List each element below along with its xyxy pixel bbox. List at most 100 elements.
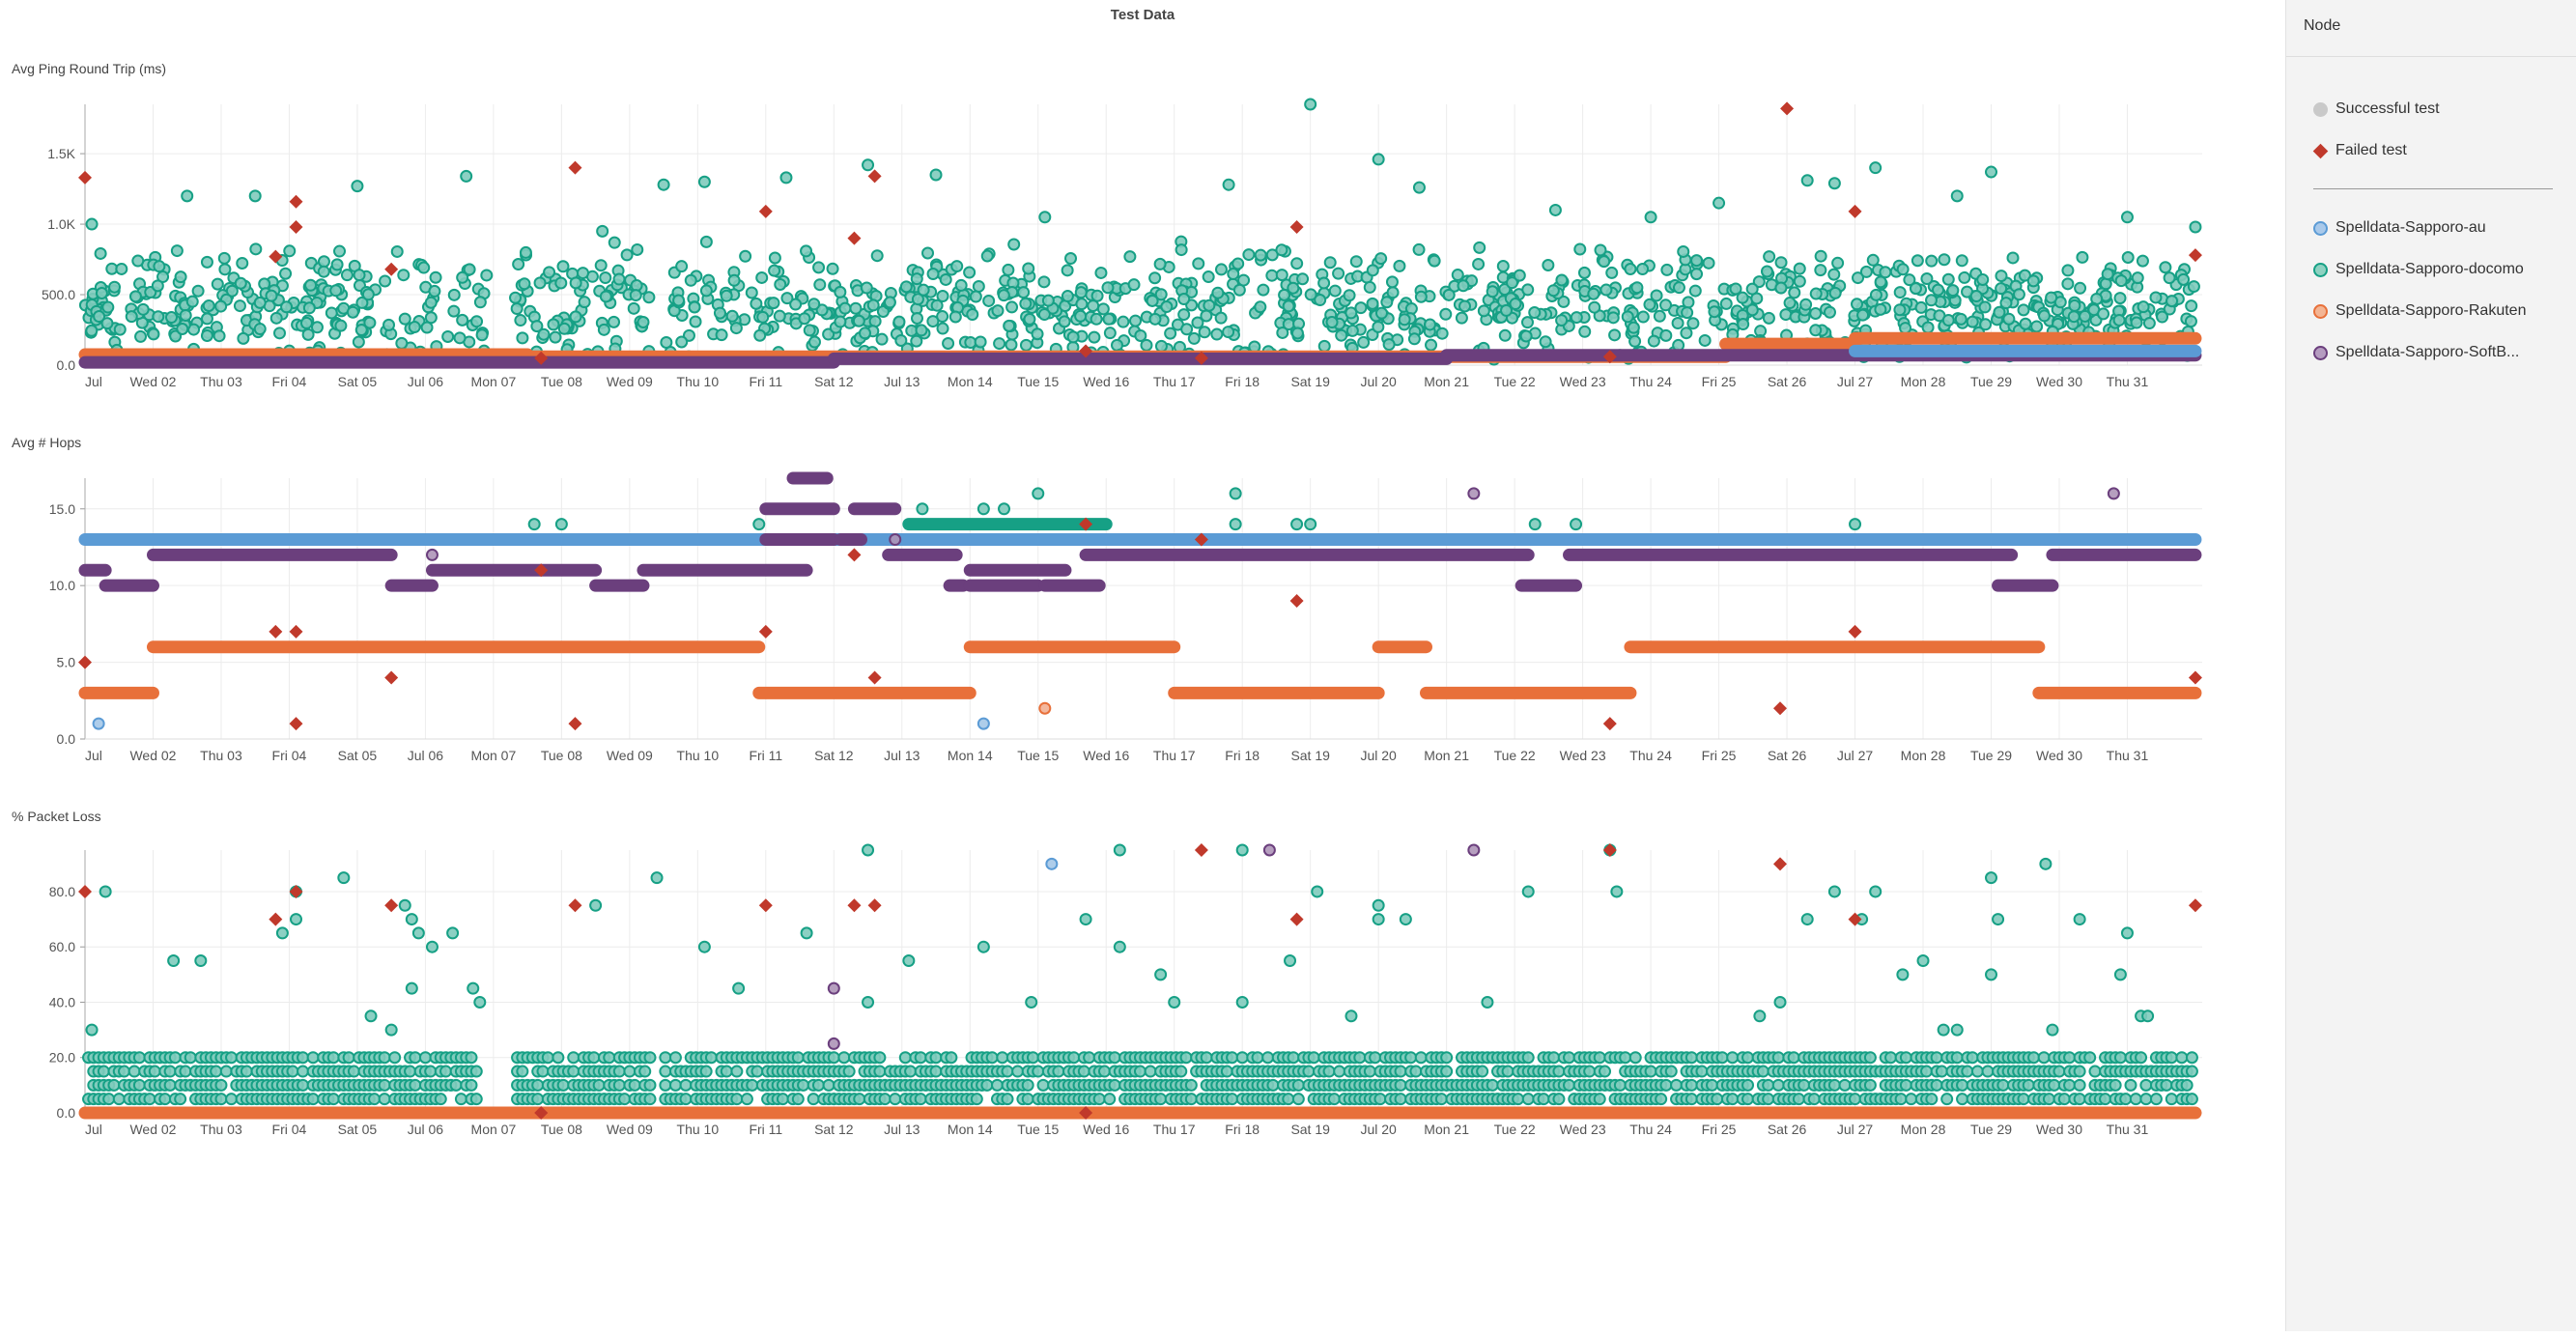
data-point-spelldata-sapporo-docomo — [395, 336, 409, 350]
failed-test-marker — [847, 548, 862, 562]
data-point-spelldata-sapporo-docomo — [317, 255, 330, 269]
data-point-spelldata-sapporo-docomo — [2099, 277, 2112, 291]
data-point-spelldata-sapporo-docomo — [112, 1093, 126, 1106]
data-point-spelldata-sapporo-docomo — [2180, 1078, 2194, 1092]
data-point-spelldata-sapporo-docomo — [1851, 298, 1864, 311]
data-point-spelldata-sapporo-docomo — [1052, 1065, 1065, 1078]
data-point-spelldata-sapporo-docomo — [1741, 1093, 1755, 1106]
data-point-spelldata-sapporo-docomo — [936, 322, 949, 335]
data-point-spelldata-sapporo-docomo — [2114, 274, 2128, 288]
data-point-spelldata-sapporo-docomo — [684, 273, 697, 287]
data-point-spelldata-sapporo-docomo — [1037, 275, 1051, 289]
data-point-spelldata-sapporo-docomo — [1985, 871, 1998, 885]
data-point-spelldata-sapporo-docomo — [1064, 252, 1078, 266]
data-point-spelldata-sapporo-docomo — [587, 1051, 601, 1065]
data-point-spelldata-sapporo-docomo — [2165, 1093, 2178, 1106]
legend-item-sapporo-docomo[interactable]: Spelldata-Sapporo-docomo — [2313, 259, 2524, 280]
data-point-spelldata-sapporo-softb- — [2107, 487, 2120, 500]
data-point-spelldata-sapporo-docomo — [2109, 1078, 2122, 1092]
x-tick-label: Wed 30 — [2036, 1122, 2082, 1137]
data-point-spelldata-sapporo-docomo — [337, 871, 351, 885]
data-point-spelldata-sapporo-docomo — [1191, 316, 1204, 329]
data-point-spelldata-sapporo-docomo — [210, 1065, 223, 1078]
data-point-spelldata-sapporo-docomo — [1179, 1051, 1193, 1065]
y-tick-label: 60.0 — [49, 939, 75, 954]
data-point-spelldata-sapporo-docomo — [1552, 1065, 1566, 1078]
y-tick-label: 10.0 — [49, 578, 75, 593]
legend-item-sapporo-softbank[interactable]: Spelldata-Sapporo-SoftB... — [2313, 342, 2519, 363]
data-point-spelldata-sapporo-docomo — [1005, 300, 1019, 314]
data-point-spelldata-sapporo-docomo — [1287, 281, 1300, 295]
legend-item-sapporo-au[interactable]: Spelldata-Sapporo-au — [2313, 217, 2486, 239]
data-point-spelldata-sapporo-docomo — [2175, 1051, 2189, 1065]
data-point-spelldata-sapporo-docomo — [2073, 1065, 2086, 1078]
data-point-spelldata-sapporo-docomo — [1659, 328, 1673, 342]
data-point-spelldata-sapporo-docomo — [985, 1051, 999, 1065]
failed-test-marker — [1079, 1106, 1093, 1120]
data-point-spelldata-sapporo-docomo — [826, 262, 839, 275]
x-tick-label: Fri 04 — [272, 1122, 307, 1137]
data-point-spelldata-sapporo-docomo — [1627, 321, 1640, 334]
data-point-spelldata-sapporo-docomo — [807, 298, 821, 311]
data-point-spelldata-sapporo-docomo — [972, 279, 985, 293]
data-point-spelldata-sapporo-docomo — [530, 320, 544, 333]
legend-item-failed-test[interactable]: Failed test — [2312, 140, 2407, 161]
data-point-spelldata-sapporo-docomo — [1838, 1078, 1852, 1092]
x-tick-label: Wed 09 — [607, 748, 653, 763]
data-point-spelldata-sapporo-docomo — [2124, 1078, 2137, 1092]
data-point-spelldata-sapporo-docomo — [2018, 269, 2031, 282]
legend-item-successful-test[interactable]: Successful test — [2313, 99, 2440, 120]
legend-panel: Node Successful test Failed test Spellda… — [2285, 0, 2576, 1331]
data-point-spelldata-sapporo-docomo — [428, 284, 441, 298]
legend-label: Failed test — [2335, 142, 2407, 158]
failed-test-marker — [384, 262, 399, 276]
data-point-spelldata-sapporo-docomo — [2189, 220, 2202, 234]
data-point-spelldata-sapporo-docomo — [1074, 309, 1088, 323]
data-point-spelldata-sapporo-docomo — [1588, 300, 1601, 314]
data-point-spelldata-sapporo-docomo — [439, 1065, 453, 1078]
data-point-spelldata-sapporo-docomo — [234, 276, 247, 290]
data-point-spelldata-sapporo-docomo — [1506, 276, 1519, 290]
data-point-spelldata-sapporo-docomo — [936, 290, 949, 303]
data-point-spelldata-sapporo-docomo — [1235, 1051, 1249, 1065]
data-point-spelldata-sapporo-docomo — [643, 1051, 657, 1065]
x-tick-label: Mon 28 — [1901, 374, 1946, 389]
failed-test-marker — [289, 884, 303, 898]
data-point-spelldata-sapporo-docomo — [822, 1078, 835, 1092]
data-point-spelldata-sapporo-docomo — [1323, 256, 1337, 270]
data-point-spelldata-sapporo-docomo — [1476, 1065, 1489, 1078]
data-point-spelldata-sapporo-docomo — [128, 290, 142, 303]
x-tick-label: Fri 11 — [749, 1122, 782, 1137]
data-point-spelldata-sapporo-docomo — [368, 1093, 382, 1106]
x-tick-label: Fri 04 — [272, 374, 307, 389]
data-point-spelldata-sapporo-docomo — [2139, 1078, 2153, 1092]
data-point-spelldata-sapporo-docomo — [1690, 268, 1704, 281]
data-point-spelldata-sapporo-docomo — [1644, 1065, 1657, 1078]
data-point-spelldata-sapporo-docomo — [118, 1065, 131, 1078]
failed-test-marker — [2188, 670, 2202, 685]
teal-circle-icon — [2313, 262, 2328, 277]
chart-title: Avg # Hops — [12, 435, 81, 450]
data-point-spelldata-sapporo-softb- — [889, 533, 902, 547]
data-point-spelldata-sapporo-docomo — [1741, 1078, 1755, 1092]
data-point-spelldata-sapporo-docomo — [1160, 300, 1174, 314]
data-point-spelldata-sapporo-docomo — [269, 311, 283, 325]
data-point-spelldata-sapporo-docomo — [1950, 189, 1964, 203]
data-point-spelldata-sapporo-docomo — [2130, 316, 2143, 329]
data-point-spelldata-sapporo-docomo — [1555, 273, 1569, 287]
data-point-spelldata-sapporo-docomo — [1542, 258, 1555, 271]
x-tick-label: Jul 13 — [884, 748, 920, 763]
data-point-spelldata-sapporo-docomo — [2165, 1051, 2178, 1065]
data-point-spelldata-sapporo-docomo — [2120, 926, 2134, 940]
data-point-spelldata-sapporo-docomo — [514, 314, 527, 327]
data-point-spelldata-sapporo-docomo — [1911, 254, 1924, 268]
data-point-spelldata-sapporo-docomo — [1869, 885, 1882, 898]
x-tick-label: Jul 06 — [408, 748, 444, 763]
data-point-spelldata-sapporo-docomo — [1394, 1093, 1407, 1106]
data-point-spelldata-sapporo-docomo — [1345, 306, 1358, 320]
data-point-spelldata-sapporo-docomo — [317, 265, 330, 278]
legend-item-sapporo-rakuten[interactable]: Spelldata-Sapporo-Rakuten — [2313, 300, 2526, 322]
data-point-spelldata-sapporo-docomo — [1955, 254, 1968, 268]
data-point-spelldata-sapporo-docomo — [273, 327, 287, 340]
data-point-spelldata-sapporo-docomo — [351, 180, 364, 193]
